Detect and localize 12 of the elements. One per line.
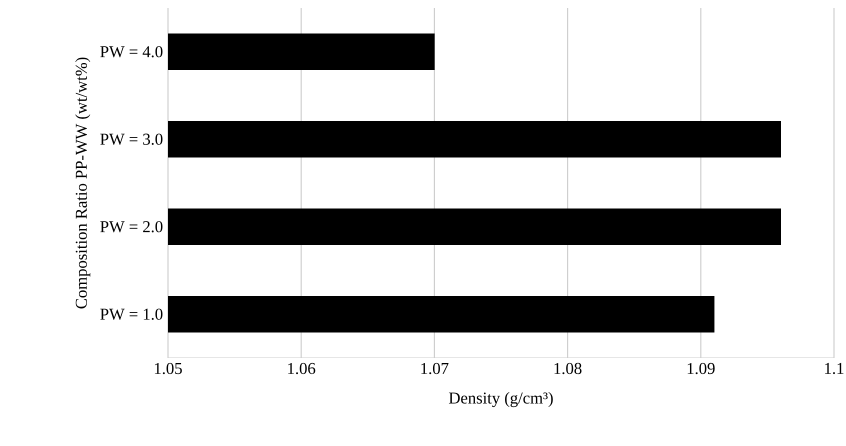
x-tick-label: 1.05 xyxy=(154,362,182,374)
x-tick-label: 1.06 xyxy=(288,362,316,374)
x-tick-label: 1.09 xyxy=(688,362,715,374)
y-tick-label: PW = 3.0 xyxy=(100,134,162,145)
y-tick-label: PW = 1.0 xyxy=(100,308,162,320)
y-tick-label: PW = 4.0 xyxy=(100,46,162,58)
x-tick-label: 1.1 xyxy=(825,362,844,374)
y-axis-title: Composition Ratio PP-WW (wt/wt%) xyxy=(75,58,90,308)
x-tick-label: 1.07 xyxy=(421,362,448,374)
x-axis-title: Density (g/cm³) xyxy=(448,392,553,408)
y-tick-label: PW = 2.0 xyxy=(100,221,162,232)
x-tick-label: 1.08 xyxy=(554,362,582,374)
